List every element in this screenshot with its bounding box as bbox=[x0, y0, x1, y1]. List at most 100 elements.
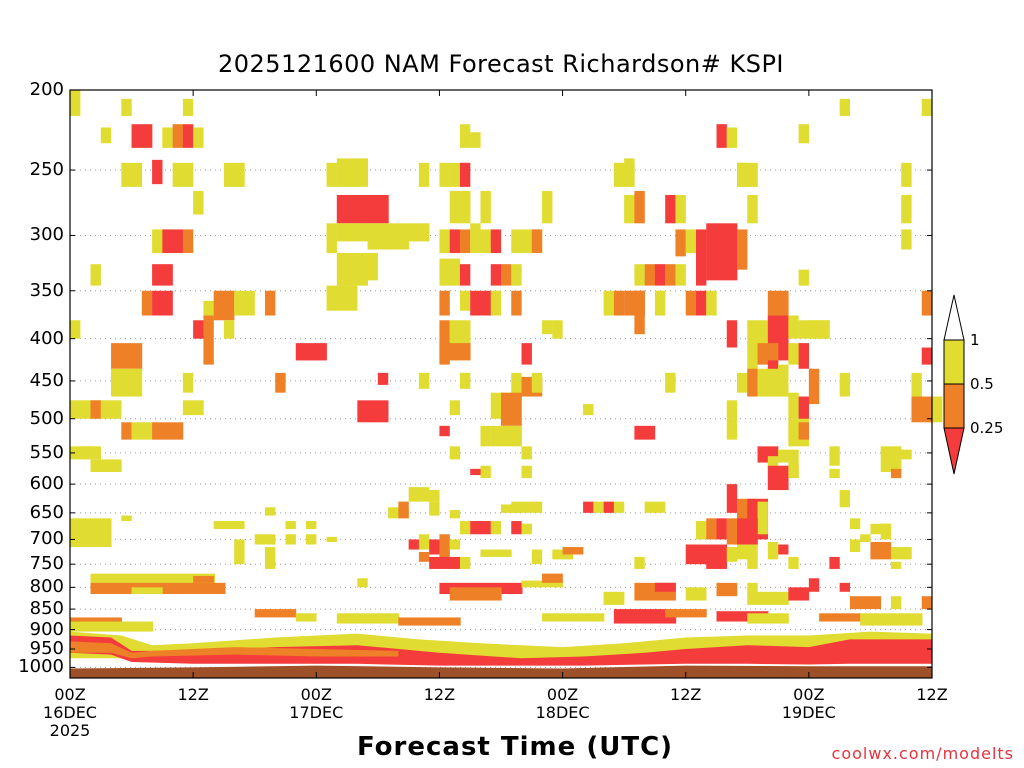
boundary-band bbox=[70, 641, 399, 659]
heatmap-cell bbox=[521, 523, 532, 535]
y-tick-label: 850 bbox=[29, 598, 64, 620]
heatmap-cell bbox=[757, 368, 779, 397]
heatmap-cell bbox=[377, 372, 389, 385]
heatmap-cell bbox=[767, 541, 779, 560]
heatmap-cell bbox=[418, 162, 430, 187]
heatmap-cell bbox=[726, 518, 738, 545]
heatmap-cell bbox=[459, 290, 471, 311]
heatmap-cell bbox=[439, 229, 450, 253]
heatmap-cell bbox=[439, 162, 450, 187]
heatmap-cell bbox=[819, 613, 861, 622]
heatmap-cell bbox=[336, 223, 368, 242]
heatmap-cell bbox=[603, 290, 615, 316]
heatmap-cell bbox=[798, 343, 809, 369]
heatmap-cell bbox=[121, 98, 132, 116]
heatmap-cell bbox=[716, 518, 727, 540]
colorbar-swatch-orange bbox=[943, 383, 965, 429]
heatmap-cell bbox=[264, 290, 276, 316]
heatmap-cell bbox=[100, 400, 122, 419]
heatmap-cell bbox=[152, 422, 184, 440]
heatmap-cell bbox=[306, 521, 317, 530]
heatmap-cell bbox=[223, 162, 245, 187]
heatmap-cell bbox=[654, 290, 666, 316]
heatmap-cell bbox=[798, 124, 809, 144]
heatmap-cell bbox=[542, 613, 605, 622]
plot-frame bbox=[69, 89, 933, 679]
heatmap-cell bbox=[439, 290, 450, 316]
heatmap-cell bbox=[911, 372, 922, 405]
heatmap-cell bbox=[326, 536, 337, 542]
colorbar-label: 1 bbox=[970, 331, 980, 349]
heatmap-cell bbox=[213, 521, 235, 530]
heatmap-cell bbox=[634, 264, 645, 286]
heatmap-cell bbox=[398, 501, 409, 519]
heatmap-cell bbox=[880, 523, 892, 540]
heatmap-cell bbox=[193, 575, 214, 583]
heatmap-cell bbox=[213, 290, 235, 321]
heatmap-cell bbox=[778, 364, 789, 397]
heatmap-cell bbox=[613, 609, 677, 624]
heatmap-cell bbox=[131, 124, 153, 148]
heatmap-cell bbox=[757, 501, 768, 535]
heatmap-cell bbox=[624, 194, 635, 224]
boundary-layer-bands bbox=[70, 631, 932, 678]
heatmap-cell bbox=[890, 596, 902, 610]
heatmap-cell bbox=[757, 343, 779, 365]
heatmap-cell bbox=[613, 290, 625, 316]
heatmap-cell bbox=[901, 229, 912, 250]
heatmap-cell bbox=[737, 162, 758, 187]
heatmap-cell bbox=[182, 372, 194, 393]
heatmap-cell bbox=[336, 613, 400, 624]
heatmap-cell bbox=[326, 162, 337, 187]
credit-link[interactable]: coolwx.com/modelts bbox=[831, 744, 1014, 763]
heatmap-cell bbox=[726, 418, 738, 440]
heatmap-cell bbox=[449, 190, 471, 224]
heatmap-cell bbox=[798, 269, 809, 286]
heatmap-cell bbox=[675, 229, 686, 257]
heatmap-cell bbox=[634, 425, 656, 440]
heatmap-cell bbox=[685, 587, 707, 601]
heatmap-cell bbox=[716, 611, 769, 622]
colorbar-swatch-yellow bbox=[943, 339, 965, 385]
heatmap-cell bbox=[562, 547, 584, 555]
heatmap-cell bbox=[932, 396, 943, 423]
colorbar-label: 0.25 bbox=[970, 419, 1004, 437]
heatmap-cell bbox=[788, 315, 799, 339]
heatmap-cell bbox=[439, 320, 450, 365]
y-tick-label: 250 bbox=[29, 159, 64, 181]
heatmap-cell bbox=[244, 290, 255, 316]
heatmap-cell bbox=[511, 501, 533, 513]
heatmap-cell bbox=[490, 290, 502, 316]
heatmap-cell bbox=[747, 591, 789, 605]
heatmap-cell bbox=[675, 264, 686, 286]
heatmap-cell bbox=[603, 591, 625, 605]
heatmap-cell bbox=[613, 501, 625, 513]
heatmap-cell bbox=[418, 372, 430, 389]
heatmap-cell bbox=[654, 582, 676, 592]
heatmap-cell bbox=[470, 132, 481, 148]
heatmap-cell bbox=[172, 162, 194, 187]
heatmap-cell bbox=[921, 290, 933, 316]
heatmap-cell bbox=[357, 578, 368, 588]
heatmap-cell bbox=[757, 320, 768, 357]
heatmap-cell bbox=[480, 190, 491, 224]
y-tick-label: 650 bbox=[29, 501, 64, 523]
heatmap-cell bbox=[531, 549, 543, 557]
heatmap-cell bbox=[285, 534, 296, 545]
heatmap-cell bbox=[193, 127, 204, 148]
heatmap-cell bbox=[839, 98, 851, 116]
heatmap-cell bbox=[152, 264, 173, 286]
heatmap-cell bbox=[80, 446, 102, 460]
heatmap-cell bbox=[726, 400, 738, 419]
heatmap-cell bbox=[326, 285, 348, 311]
heatmap-cell bbox=[583, 404, 594, 416]
heatmap-cell bbox=[459, 162, 471, 187]
heatmap-cell bbox=[336, 252, 368, 286]
heatmap-cell bbox=[542, 573, 563, 583]
boundary-band bbox=[70, 665, 932, 678]
heatmap-cell bbox=[182, 98, 194, 116]
heatmap-cell bbox=[203, 300, 214, 316]
heatmap-cell bbox=[665, 264, 676, 286]
heatmap-cell bbox=[326, 223, 337, 253]
heatmap-cell bbox=[767, 290, 789, 321]
